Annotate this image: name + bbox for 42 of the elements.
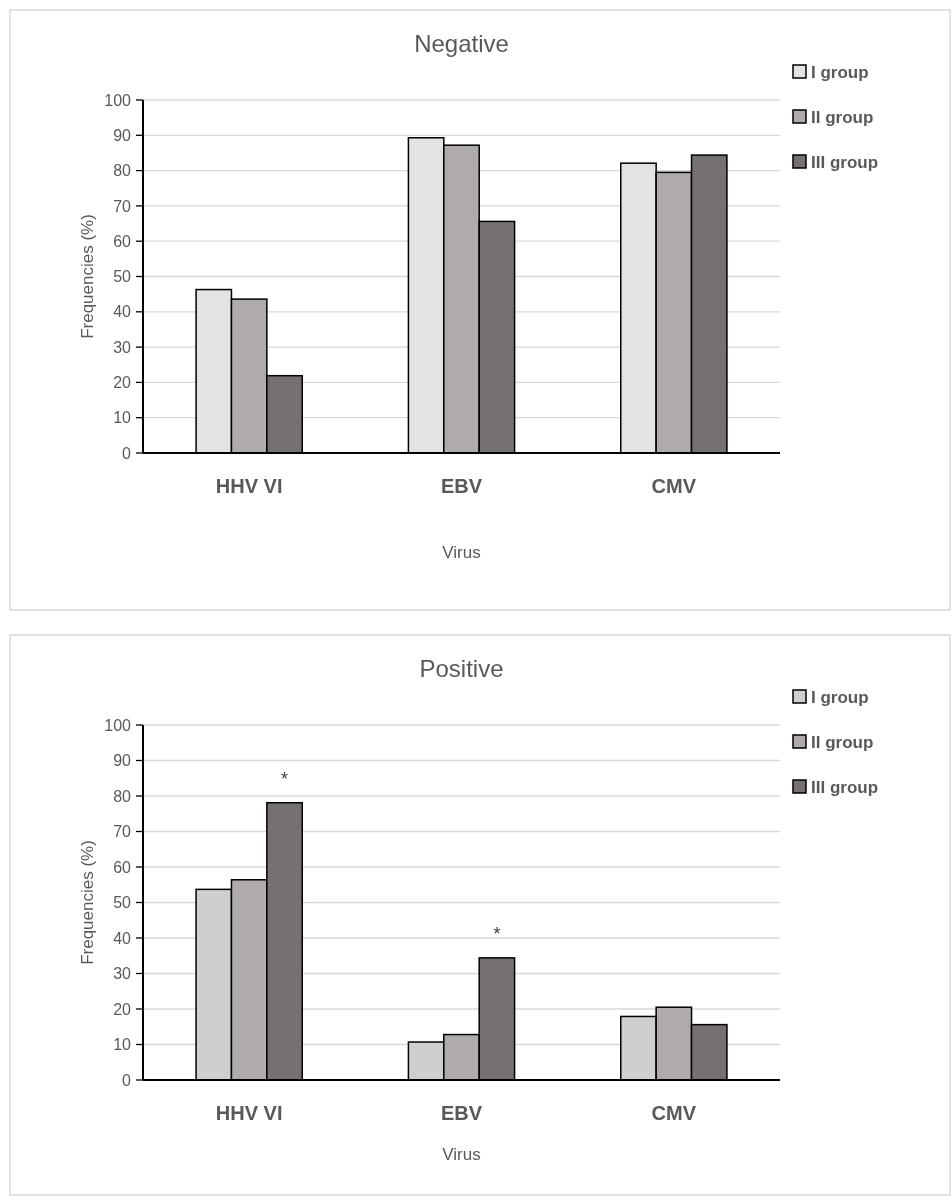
y-tick-label: 60	[113, 858, 132, 876]
y-tick-label: 100	[104, 716, 132, 734]
y-axis-title: Frequencies (%)	[78, 840, 97, 965]
y-tick-label: 20	[113, 1000, 132, 1018]
x-tick-label: HHV VI	[215, 475, 283, 497]
y-axis-title: Frequencies (%)	[78, 214, 97, 339]
y-tick-label: 10	[113, 409, 132, 427]
annotation: *	[493, 924, 501, 945]
y-tick-label: 90	[113, 126, 132, 144]
annotation: *	[281, 769, 289, 790]
y-tick-label: 80	[113, 162, 132, 180]
y-tick-label: 100	[104, 91, 132, 109]
legend-label: I group	[811, 687, 869, 707]
y-tick-label: 30	[113, 965, 132, 983]
y-tick-label: 0	[122, 444, 132, 462]
legend-label: III group	[811, 777, 879, 797]
chart-title: Positive	[419, 655, 504, 682]
legend-label: II group	[811, 732, 874, 752]
y-tick-label: 50	[113, 268, 132, 286]
x-tick-label: EBV	[440, 1102, 483, 1124]
x-tick-label: EBV	[440, 475, 483, 497]
y-tick-label: 80	[113, 787, 132, 805]
y-tick-label: 40	[113, 303, 132, 321]
y-tick-label: 20	[113, 374, 132, 391]
x-tick-label: CMV	[651, 475, 697, 497]
y-tick-label: 70	[113, 823, 132, 841]
x-axis-title: Virus	[442, 1145, 481, 1164]
y-tick-label: 10	[113, 1036, 132, 1054]
y-tick-label: 90	[113, 752, 132, 770]
x-tick-label: HHV VI	[215, 1102, 283, 1124]
legend-label: II group	[811, 107, 874, 127]
x-axis-title: Virus	[442, 543, 481, 562]
y-tick-label: 0	[122, 1071, 132, 1089]
legend-label: III group	[811, 152, 879, 172]
y-tick-label: 70	[113, 197, 132, 215]
y-tick-label: 50	[113, 894, 132, 912]
chart-title: Negative	[414, 30, 509, 57]
y-tick-label: 30	[113, 338, 132, 356]
legend-label: I group	[811, 62, 869, 82]
x-tick-label: CMV	[651, 1102, 697, 1124]
y-tick-label: 60	[113, 232, 132, 250]
y-tick-label: 40	[113, 929, 132, 947]
